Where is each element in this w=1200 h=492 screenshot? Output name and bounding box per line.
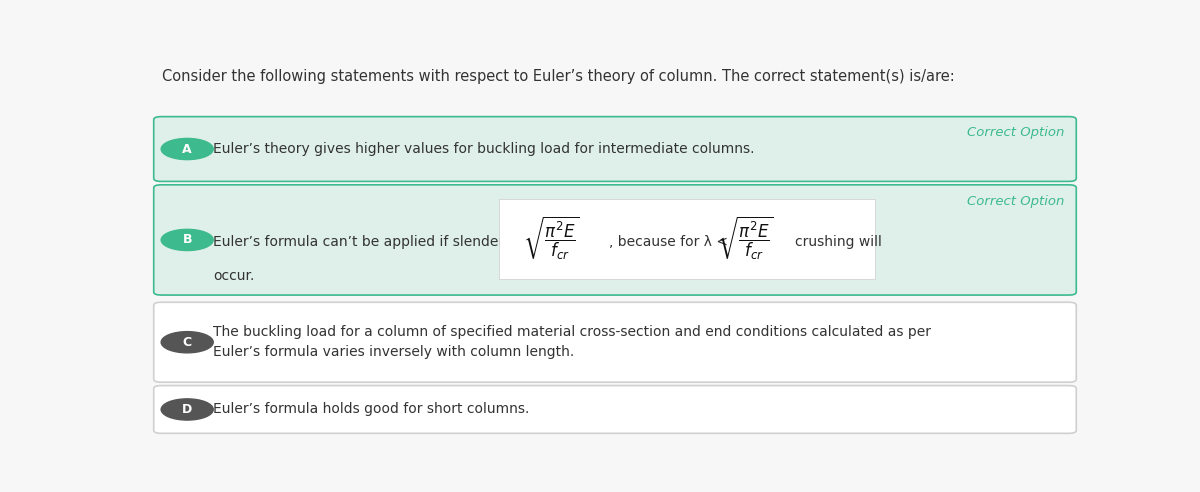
Text: Euler’s formula can’t be applied if slenderness ratio, λ <: Euler’s formula can’t be applied if slen… <box>214 235 605 249</box>
Text: Consider the following statements with respect to Euler’s theory of column. The : Consider the following statements with r… <box>162 68 955 84</box>
Circle shape <box>161 332 214 353</box>
FancyBboxPatch shape <box>499 199 876 279</box>
Circle shape <box>161 138 214 159</box>
Text: $\sqrt{\dfrac{\pi^2 E}{f_{cr}}}$: $\sqrt{\dfrac{\pi^2 E}{f_{cr}}}$ <box>523 215 580 262</box>
Text: $\sqrt{\dfrac{\pi^2 E}{f_{cr}}}$: $\sqrt{\dfrac{\pi^2 E}{f_{cr}}}$ <box>716 215 774 262</box>
Text: occur.: occur. <box>214 269 254 283</box>
FancyBboxPatch shape <box>154 302 1076 382</box>
Circle shape <box>161 399 214 420</box>
Text: A: A <box>182 143 192 155</box>
FancyBboxPatch shape <box>154 185 1076 295</box>
Text: , because for λ <: , because for λ < <box>610 235 728 249</box>
Text: C: C <box>182 336 192 349</box>
Text: The buckling load for a column of specified material cross-section and end condi: The buckling load for a column of specif… <box>214 326 931 359</box>
Circle shape <box>161 229 214 250</box>
Text: Euler’s formula holds good for short columns.: Euler’s formula holds good for short col… <box>214 402 529 416</box>
FancyBboxPatch shape <box>154 117 1076 182</box>
Text: D: D <box>182 403 192 416</box>
Text: B: B <box>182 233 192 246</box>
FancyBboxPatch shape <box>154 386 1076 433</box>
Text: Correct Option: Correct Option <box>967 195 1064 208</box>
Text: crushing will: crushing will <box>796 235 882 249</box>
Text: Euler’s theory gives higher values for buckling load for intermediate columns.: Euler’s theory gives higher values for b… <box>214 142 755 156</box>
Text: Correct Option: Correct Option <box>967 126 1064 139</box>
